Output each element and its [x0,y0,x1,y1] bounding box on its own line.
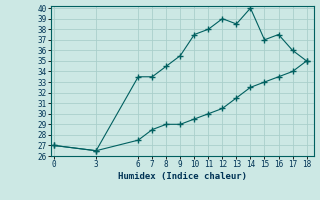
X-axis label: Humidex (Indice chaleur): Humidex (Indice chaleur) [118,172,247,181]
